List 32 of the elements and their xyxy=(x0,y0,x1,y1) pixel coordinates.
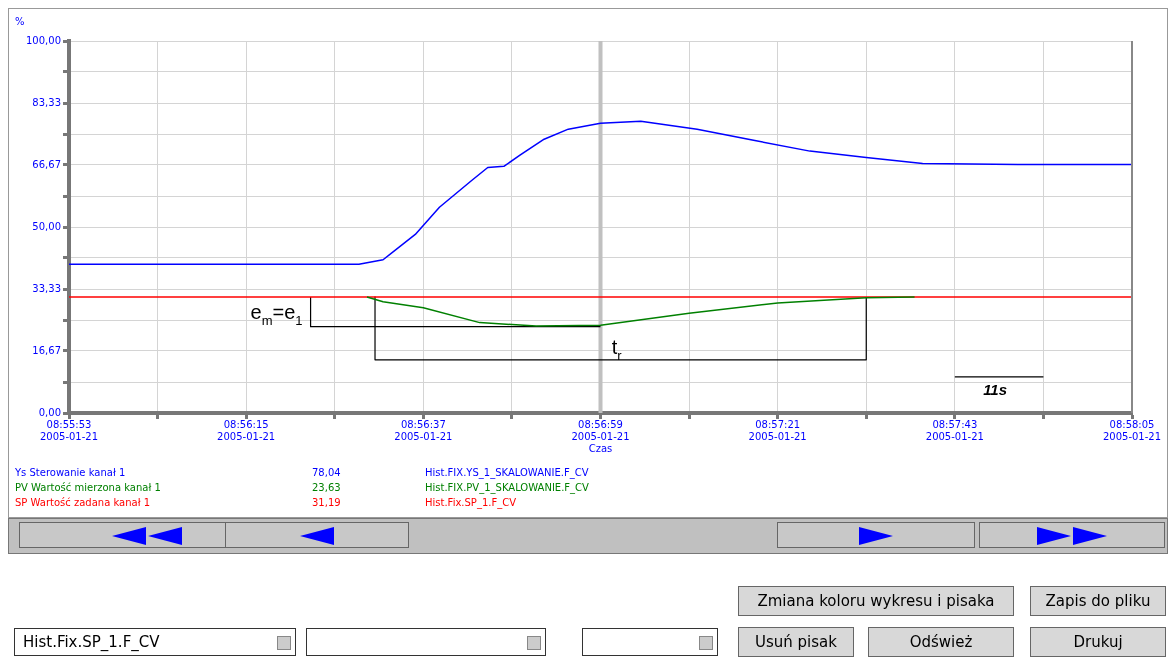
text: 23,63 xyxy=(312,481,341,495)
x-axis-title: Czas xyxy=(588,442,613,454)
text: Usuń pisak xyxy=(755,633,837,651)
text: Ys Sterowanie kanał 1 xyxy=(15,466,126,480)
text: Zmiana koloru wykresu i pisaka xyxy=(757,592,995,610)
x-tick-label: 08:56:15 2005-01-21 xyxy=(217,418,276,442)
text: 78,04 xyxy=(312,466,341,480)
annotation: 11s xyxy=(983,380,1008,398)
x-tick-label: 08:55:53 2005-01-21 xyxy=(39,418,99,442)
y-tick-label: 100,00 xyxy=(26,34,61,46)
x-tick-label: 08:57:21 2005-01-21 xyxy=(748,418,807,442)
text: Drukuj xyxy=(1073,633,1123,651)
y-tick-label: 50,00 xyxy=(32,220,61,232)
text: SP Wartość zadana kanał 1 xyxy=(15,496,151,510)
text: 31,19 xyxy=(312,496,341,510)
x-tick-label: 08:56:37 2005-01-21 xyxy=(394,418,453,442)
y-tick-label: 33,33 xyxy=(32,282,61,294)
y-tick-label: 66,67 xyxy=(32,158,61,170)
y-tick-label: 83,33 xyxy=(32,96,61,108)
x-tick-label: 08:57:43 2005-01-21 xyxy=(925,418,984,442)
text: Hist.Fix.SP_1.F_CV xyxy=(425,496,517,510)
text: Hist.Fix.SP_1.F_CV xyxy=(23,633,160,651)
x-tick-label: 08:58:05 2005-01-21 xyxy=(1102,418,1162,442)
y-axis-title: % xyxy=(15,16,25,27)
text: Zapis do pliku xyxy=(1045,592,1151,610)
text: PV Wartość mierzona kanał 1 xyxy=(15,481,161,495)
text: Hist.FIX.PV_1_SKALOWANIE.F_CV xyxy=(425,481,589,495)
y-tick-label: 0,00 xyxy=(38,406,61,418)
y-tick-label: 16,67 xyxy=(32,344,61,356)
text: Hist.FIX.YS_1_SKALOWANIE.F_CV xyxy=(425,466,589,480)
text: Odśwież xyxy=(909,633,973,651)
x-tick-label: 08:56:59 2005-01-21 xyxy=(571,418,630,442)
